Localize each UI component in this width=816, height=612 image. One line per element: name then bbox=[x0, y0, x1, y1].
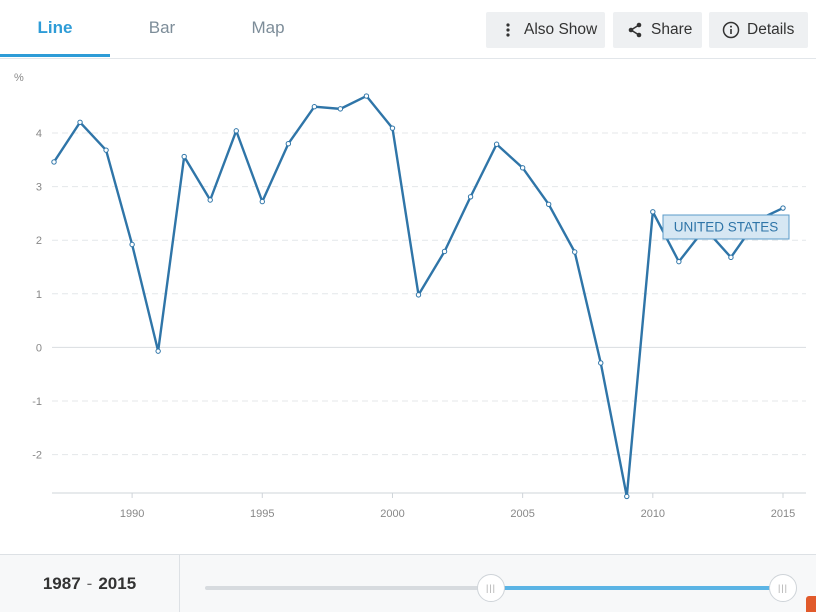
y-tick-label: 2 bbox=[36, 235, 42, 247]
vertical-dots-icon bbox=[498, 23, 518, 37]
data-point bbox=[311, 104, 318, 110]
tab-bar[interactable]: Bar bbox=[148, 18, 176, 37]
share-icon bbox=[625, 22, 645, 38]
data-point bbox=[51, 159, 57, 165]
data-point bbox=[780, 205, 786, 211]
data-point bbox=[389, 125, 396, 131]
details-button[interactable]: Details bbox=[709, 12, 808, 48]
range-end-handle[interactable]: ||| bbox=[769, 574, 797, 602]
series-label-box bbox=[662, 214, 790, 240]
range-start-handle[interactable]: ||| bbox=[477, 574, 505, 602]
data-point bbox=[337, 106, 344, 112]
data-point bbox=[285, 141, 292, 147]
y-tick-label: 3 bbox=[36, 182, 42, 194]
share-label: Share bbox=[651, 21, 693, 38]
data-point bbox=[545, 201, 552, 207]
data-point bbox=[676, 258, 682, 265]
timeline-selection bbox=[490, 586, 783, 590]
series-label: UNITED STATES bbox=[674, 220, 779, 235]
x-tick-label: 2000 bbox=[380, 508, 404, 520]
info-circle-icon bbox=[721, 21, 741, 39]
data-point bbox=[129, 241, 135, 248]
x-tick-label: 2015 bbox=[771, 508, 795, 520]
details-label: Details bbox=[747, 21, 795, 38]
top-toolbar: Line Bar Map Also Show Share Details bbox=[0, 0, 816, 59]
data-point bbox=[207, 197, 213, 203]
x-tick-label: 1995 bbox=[250, 508, 274, 520]
feedback-icon[interactable] bbox=[806, 596, 816, 612]
data-point bbox=[103, 147, 109, 153]
share-button[interactable]: Share bbox=[613, 12, 702, 48]
data-point bbox=[415, 292, 422, 298]
y-tick-label: 1 bbox=[36, 289, 42, 301]
range-start: 1987 bbox=[42, 573, 81, 593]
data-point bbox=[155, 348, 161, 354]
range-separator: - bbox=[86, 573, 93, 593]
data-point bbox=[572, 249, 578, 255]
y-axis-unit-label: % bbox=[14, 72, 24, 84]
data-point bbox=[519, 165, 526, 171]
data-point bbox=[363, 93, 370, 99]
tab-map[interactable]: Map bbox=[251, 18, 285, 37]
also-show-button[interactable]: Also Show bbox=[486, 12, 605, 48]
also-show-label: Also Show bbox=[524, 21, 598, 38]
data-point bbox=[259, 198, 265, 205]
data-point bbox=[181, 153, 187, 160]
y-tick-label: 4 bbox=[36, 128, 42, 140]
x-tick-label: 1990 bbox=[120, 508, 144, 520]
x-tick-label: 2010 bbox=[641, 508, 665, 520]
timeline-bar: 1987 - 2015 ||| ||| bbox=[0, 554, 816, 612]
data-point bbox=[467, 194, 474, 200]
y-tick-label: -2 bbox=[32, 450, 42, 462]
data-point bbox=[233, 128, 239, 134]
data-point bbox=[441, 248, 448, 255]
data-point bbox=[650, 209, 656, 215]
range-end: 2015 bbox=[98, 573, 137, 593]
data-point bbox=[624, 493, 630, 500]
tab-line[interactable]: Line bbox=[0, 0, 110, 57]
data-point bbox=[598, 360, 604, 366]
x-tick-label: 2005 bbox=[510, 508, 534, 520]
data-point bbox=[77, 119, 83, 125]
y-tick-label: 0 bbox=[36, 342, 42, 354]
data-point bbox=[493, 141, 500, 147]
y-tick-label: -1 bbox=[32, 396, 42, 408]
line-chart: % 4 3 2 1 0 -1 -2 1990 1995 2000 2005 2010 2015 UNI… bbox=[14, 72, 806, 520]
data-point bbox=[728, 254, 734, 261]
date-range: 1987 - 2015 bbox=[0, 555, 180, 612]
